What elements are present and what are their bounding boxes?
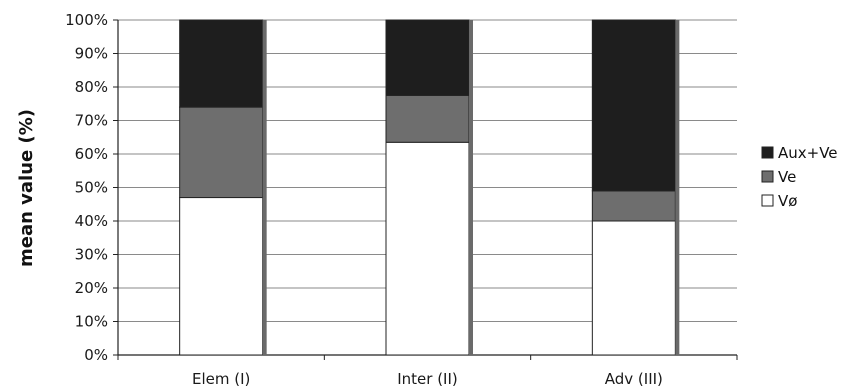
- y-tick-label: 10%: [75, 313, 108, 331]
- y-axis-label: mean value (%): [16, 109, 37, 267]
- bars: [179, 19, 680, 356]
- legend-label: Vø: [778, 192, 797, 210]
- y-axis: 0% 10% 20% 30% 40% 50% 60% 70% 80% 90% 100%: [65, 11, 119, 364]
- legend-label: Aux+Ve: [778, 144, 838, 162]
- bar-segment: [385, 19, 470, 96]
- y-tick-label: 70%: [75, 112, 108, 130]
- y-tick-label: 0%: [84, 346, 108, 364]
- bar-segment: [591, 19, 676, 192]
- y-tick-label: 90%: [75, 45, 108, 63]
- bar-segment: [385, 141, 470, 356]
- y-tick-label: 40%: [75, 212, 108, 230]
- y-tick-label: 30%: [75, 246, 108, 264]
- bar-segment: [591, 190, 676, 222]
- y-tick-label: 20%: [75, 279, 108, 297]
- bar-segment: [179, 19, 264, 108]
- legend: Aux+Ve Ve Vø: [761, 144, 838, 210]
- legend-swatch: [761, 194, 774, 207]
- bar-shadow: [469, 20, 473, 355]
- bar-segment: [179, 197, 264, 356]
- x-tick-label: Adv (III): [605, 370, 663, 388]
- bar-segment: [385, 94, 470, 143]
- x-tick-label: Inter (II): [397, 370, 458, 388]
- bar-segment: [179, 106, 264, 199]
- legend-swatch: [761, 170, 774, 183]
- legend-swatch: [761, 146, 774, 159]
- y-tick-label: 50%: [75, 179, 108, 197]
- bar-segment: [591, 220, 676, 356]
- y-tick-label: 100%: [65, 11, 108, 29]
- y-tick-label: 80%: [75, 78, 108, 96]
- y-tick-label: 60%: [75, 145, 108, 163]
- x-axis: Elem (I) Inter (II) Adv (III): [117, 354, 738, 388]
- legend-label: Ve: [778, 168, 796, 186]
- x-tick-label: Elem (I): [192, 370, 250, 388]
- bar-shadow: [262, 20, 267, 355]
- bar-shadow: [675, 20, 680, 355]
